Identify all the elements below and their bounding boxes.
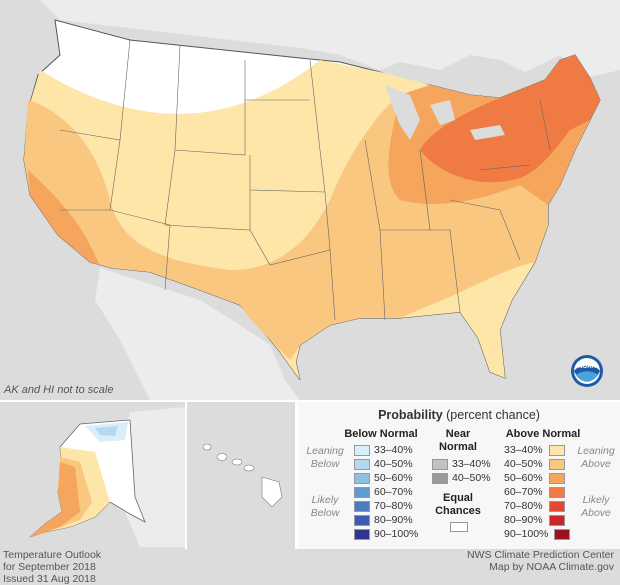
leaning-below-label-2: Below	[310, 458, 340, 470]
below-swatch	[354, 458, 370, 470]
outlook-caption: Temperature Outlook for September 2018 I…	[3, 549, 101, 585]
below-swatch-label: 40–50%	[374, 458, 413, 470]
above-swatch-row: 33–40%	[504, 444, 569, 456]
outlook-title: Temperature Outlook	[3, 549, 102, 561]
above-swatch	[548, 444, 565, 456]
equal-chances-swatch	[450, 522, 468, 532]
above-swatch-label: 50–60%	[504, 472, 543, 484]
above-swatch-row: 50–60%	[504, 472, 569, 484]
above-normal-heading: Above Normal	[505, 428, 581, 440]
below-swatch-row: 33–40%	[354, 444, 413, 456]
above-swatch-label: 80–90%	[504, 514, 543, 526]
above-swatch-row: 70–80%	[504, 500, 569, 512]
credit-map-by: Map by NOAA Climate.gov	[489, 561, 614, 573]
below-swatch	[354, 486, 370, 498]
below-swatch-label: 90–100%	[374, 528, 419, 540]
alaska-above-50-60	[30, 462, 80, 537]
leaning-below-label-1: Leaning	[306, 445, 344, 457]
near-normal-heading-1: Near	[445, 428, 471, 440]
above-swatch-label: 33–40%	[504, 444, 543, 456]
inset-divider-left	[185, 402, 187, 549]
above-swatch-label: 70–80%	[504, 500, 543, 512]
credit-caption: NWS Climate Prediction Center Map by NOA…	[467, 549, 614, 573]
above-swatch	[548, 500, 565, 512]
state-borders	[59, 39, 551, 321]
below-swatch-row: 90–100%	[354, 528, 418, 540]
near-swatch-label: 40–50%	[452, 472, 491, 484]
mexico-landmass	[95, 268, 300, 400]
legend-title: Probability (percent chance)	[378, 408, 540, 422]
map-bottom-divider	[0, 400, 620, 402]
outlook-issued: Issued 31 Aug 2018	[3, 573, 96, 585]
below-swatch-label: 80–90%	[374, 514, 413, 526]
hawaii-inset-map	[187, 402, 295, 547]
conus-map: NOAA	[0, 0, 620, 400]
below-swatch-label: 70–80%	[374, 500, 413, 512]
likely-above-label-1: Likely	[582, 494, 610, 506]
below-swatch-row: 80–90%	[354, 514, 413, 526]
above-swatch-row: 60–70%	[504, 486, 569, 498]
above-swatch	[548, 514, 565, 526]
below-swatch-label: 33–40%	[374, 444, 413, 456]
below-swatch-row: 60–70%	[354, 486, 413, 498]
above-swatch-label: 90–100%	[504, 528, 549, 540]
below-swatch	[354, 514, 370, 526]
above-swatch-label: 60–70%	[504, 486, 543, 498]
scale-note: AK and HI not to scale	[4, 384, 114, 396]
near-swatch-label: 33–40%	[452, 458, 491, 470]
above-swatch	[548, 486, 565, 498]
below-normal-heading: Below Normal	[344, 428, 418, 440]
below-swatch	[354, 500, 370, 512]
above-swatch-row: 80–90%	[504, 514, 569, 526]
canada-landmass	[0, 0, 620, 78]
below-swatch-label: 60–70%	[374, 486, 413, 498]
above-swatch	[548, 472, 565, 484]
hawaii-islands	[202, 443, 283, 508]
equal-chances-label-2: Chances	[435, 505, 481, 517]
likely-above-label-2: Above	[581, 507, 611, 519]
outlook-period: for September 2018	[3, 561, 96, 573]
below-swatch-row: 70–80%	[354, 500, 413, 512]
alaska-below-40-50	[95, 426, 118, 436]
above-swatch-row: 90–100%	[504, 528, 574, 540]
above-60-70-northeast	[420, 55, 600, 183]
svg-text:NOAA: NOAA	[578, 364, 596, 370]
near-swatch-row: 40–50%	[432, 472, 491, 484]
near-swatch	[432, 458, 448, 470]
above-swatch-label: 40–50%	[504, 458, 543, 470]
likely-below-label-2: Below	[310, 507, 340, 519]
near-swatch-row: 33–40%	[432, 458, 491, 470]
likely-below-label-1: Likely	[311, 494, 339, 506]
near-swatch	[432, 472, 448, 484]
below-swatch	[354, 528, 370, 540]
inset-divider-right	[295, 402, 298, 549]
credit-source: NWS Climate Prediction Center	[466, 549, 614, 561]
alaska-inset-map	[0, 402, 185, 547]
below-swatch-row: 50–60%	[354, 472, 413, 484]
leaning-above-label-1: Leaning	[577, 445, 615, 457]
above-swatch-row: 40–50%	[504, 458, 569, 470]
above-50-60-california	[28, 170, 100, 265]
below-swatch-row: 40–50%	[354, 458, 413, 470]
leaning-above-label-2: Above	[581, 458, 611, 470]
below-swatch	[354, 472, 370, 484]
above-swatch	[548, 458, 565, 470]
noaa-logo: NOAA	[571, 355, 603, 387]
equal-chances-label-1: Equal	[443, 492, 473, 504]
near-normal-heading-2: Normal	[439, 441, 477, 453]
great-lakes	[385, 85, 505, 140]
below-swatch	[354, 444, 370, 456]
above-swatch	[554, 528, 571, 540]
below-swatch-label: 50–60%	[374, 472, 413, 484]
probability-legend: Probability (percent chance) Below Norma…	[298, 402, 620, 549]
